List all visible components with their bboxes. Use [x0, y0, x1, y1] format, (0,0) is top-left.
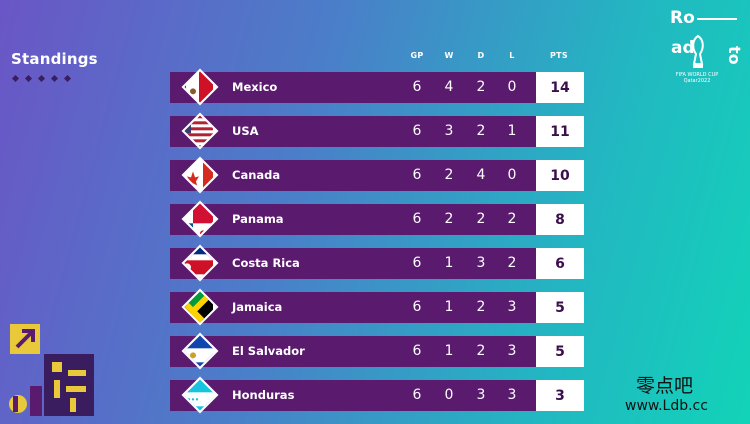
logo-text-ro: Ro: [670, 8, 695, 28]
wins-value: 3: [444, 123, 454, 139]
decorative-pattern-icon: [9, 324, 94, 416]
losses-value: 0: [507, 79, 517, 95]
column-header-d: D: [477, 51, 485, 60]
team-name: Jamaica: [232, 300, 283, 314]
table-row: Canada 6 2 4 0 10: [170, 156, 584, 194]
wins-value: 1: [444, 343, 454, 359]
points-value: 5: [536, 292, 584, 323]
wins-value: 4: [444, 79, 454, 95]
page-title: Standings: [11, 50, 98, 68]
draws-value: 3: [476, 255, 486, 271]
el-salvador-flag-icon: [181, 332, 219, 370]
losses-value: 2: [507, 211, 517, 227]
losses-value: 3: [507, 343, 517, 359]
games-played-value: 6: [412, 167, 422, 183]
column-header-gp: GP: [410, 51, 424, 60]
wins-value: 1: [444, 299, 454, 315]
losses-value: 2: [507, 255, 517, 271]
games-played-value: 6: [412, 299, 422, 315]
table-row: Panama 6 2 2 2 8: [170, 200, 584, 238]
honduras-flag-icon: [181, 376, 219, 414]
fifa-tagline-line2: Qatar2022: [683, 78, 711, 84]
points-value: 14: [536, 72, 584, 103]
points-value: 5: [536, 336, 584, 367]
team-name: Canada: [232, 168, 281, 182]
row-bar: [170, 116, 536, 147]
team-name: Honduras: [232, 388, 295, 402]
fifa-tagline: FIFA WORLD CUP Qatar2022: [672, 72, 722, 84]
games-played-value: 6: [412, 211, 422, 227]
draws-value: 4: [476, 167, 486, 183]
canada-flag-icon: [181, 156, 219, 194]
draws-value: 3: [476, 387, 486, 403]
watermark-url: www.Ldb.cc: [625, 398, 708, 414]
games-played-value: 6: [412, 79, 422, 95]
table-row: Honduras 6 0 3 3 3: [170, 376, 584, 414]
points-value: 8: [536, 204, 584, 235]
fifa-tagline-line1: FIFA WORLD CUP: [675, 72, 719, 78]
table-header: GP W D L PTS: [0, 51, 750, 65]
draws-value: 2: [476, 211, 486, 227]
losses-value: 3: [507, 299, 517, 315]
table-row: Mexico 6 4 2 0 14: [170, 68, 584, 106]
team-name: Mexico: [232, 80, 278, 94]
watermark-logo-text: 零点吧: [636, 375, 694, 397]
logo-text-to: to: [725, 46, 744, 65]
logo-text-ad: ad: [671, 38, 695, 58]
games-played-value: 6: [412, 387, 422, 403]
column-header-w: W: [444, 51, 454, 60]
usa-flag-icon: [181, 112, 219, 150]
column-header-pts: PTS: [550, 51, 568, 60]
row-bar: [170, 160, 536, 191]
draws-value: 2: [476, 299, 486, 315]
row-bar: [170, 204, 536, 235]
draws-value: 2: [476, 123, 486, 139]
row-bar: [170, 380, 536, 411]
losses-value: 3: [507, 387, 517, 403]
logo-line: [697, 18, 737, 20]
wins-value: 1: [444, 255, 454, 271]
panama-flag-icon: [181, 200, 219, 238]
world-cup-trophy-icon: [692, 34, 704, 68]
points-value: 6: [536, 248, 584, 279]
row-bar: [170, 336, 536, 367]
decorative-dots: [11, 74, 72, 83]
wins-value: 2: [444, 211, 454, 227]
points-value: 3: [536, 380, 584, 411]
team-name: Panama: [232, 212, 284, 226]
draws-value: 2: [476, 343, 486, 359]
points-value: 10: [536, 160, 584, 191]
losses-value: 0: [507, 167, 517, 183]
wins-value: 0: [444, 387, 454, 403]
table-row: Jamaica 6 1 2 3 5: [170, 288, 584, 326]
column-header-l: L: [509, 51, 515, 60]
row-bar: [170, 248, 536, 279]
games-played-value: 6: [412, 255, 422, 271]
jamaica-flag-icon: [181, 288, 219, 326]
losses-value: 1: [507, 123, 517, 139]
row-bar: [170, 292, 536, 323]
table-row: Costa Rica 6 1 3 2 6: [170, 244, 584, 282]
costa-rica-flag-icon: [181, 244, 219, 282]
team-name: El Salvador: [232, 344, 305, 358]
row-bar: [170, 72, 536, 103]
wins-value: 2: [444, 167, 454, 183]
points-value: 11: [536, 116, 584, 147]
table-row: El Salvador 6 1 2 3 5: [170, 332, 584, 370]
team-name: Costa Rica: [232, 256, 300, 270]
team-name: USA: [232, 124, 259, 138]
draws-value: 2: [476, 79, 486, 95]
table-row: USA 6 3 2 1 11: [170, 112, 584, 150]
games-played-value: 6: [412, 343, 422, 359]
mexico-flag-icon: [181, 68, 219, 106]
games-played-value: 6: [412, 123, 422, 139]
